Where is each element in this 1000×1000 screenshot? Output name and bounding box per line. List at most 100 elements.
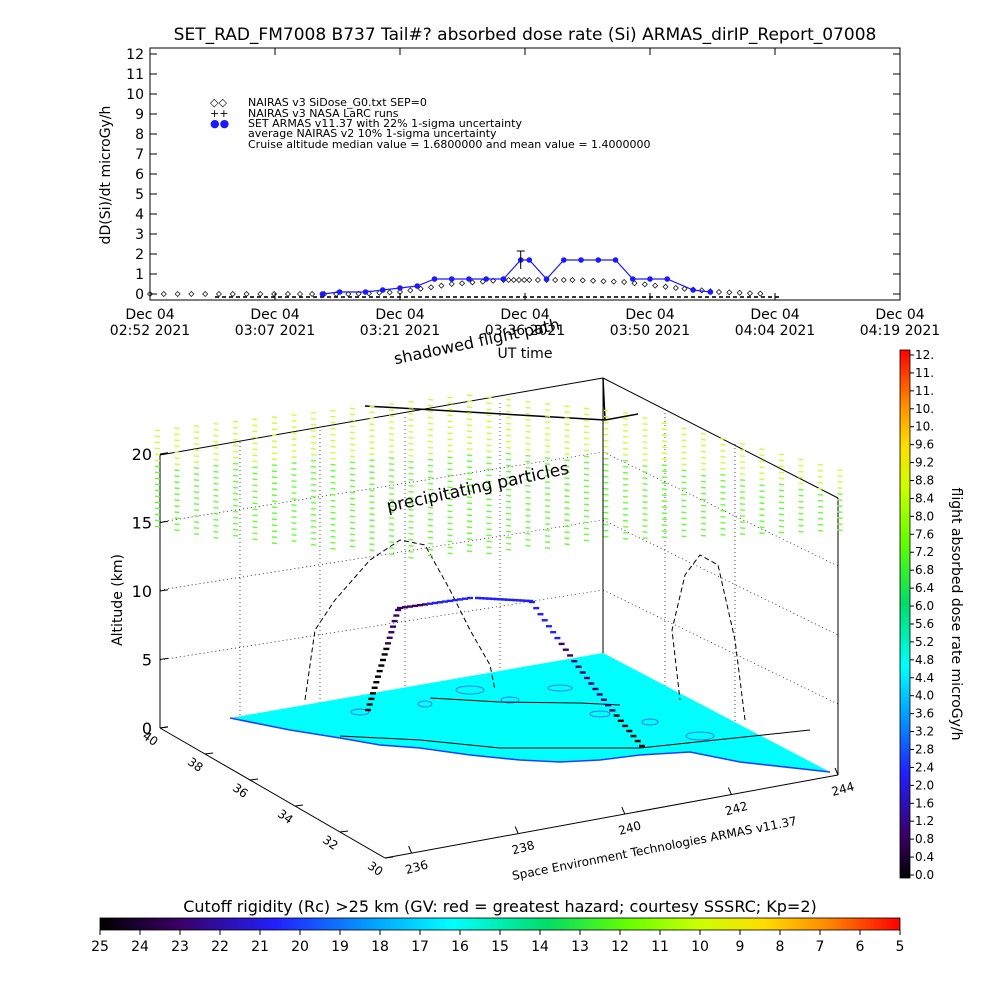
precip-mark <box>291 492 297 494</box>
precip-mark <box>739 443 746 445</box>
precip-mark <box>408 430 414 433</box>
precip-mark <box>544 547 551 549</box>
precip-mark <box>213 506 219 509</box>
precip-mark <box>447 516 453 519</box>
precip-mark <box>193 491 200 493</box>
precip-mark <box>759 508 765 511</box>
precip-mark <box>583 407 590 410</box>
precip-mark <box>330 439 336 442</box>
armas-point <box>526 257 533 263</box>
precip-mark <box>349 443 356 446</box>
rigidity-colorbar-tick-label: 18 <box>371 939 389 955</box>
precip-mark <box>330 529 336 532</box>
precip-mark <box>427 524 434 527</box>
longitude-tick-mark <box>621 806 626 815</box>
precip-mark <box>291 498 297 500</box>
precip-mark <box>486 402 492 405</box>
precip-mark <box>525 514 531 517</box>
precip-mark <box>622 525 629 528</box>
precip-mark <box>154 441 161 444</box>
precip-mark <box>369 453 375 456</box>
precip-mark <box>603 469 609 472</box>
y-tick-label: 4 <box>135 207 144 223</box>
precip-mark <box>369 483 375 486</box>
precip-mark <box>798 524 804 527</box>
precip-mark <box>817 469 824 472</box>
precip-mark <box>447 462 453 465</box>
y-tick-label: 12 <box>126 47 144 63</box>
precip-mark <box>544 439 551 441</box>
precip-mark <box>310 519 317 522</box>
precip-mark <box>544 505 551 507</box>
rigidity-colorbar-tick-label: 15 <box>491 939 509 955</box>
precip-mark <box>525 412 531 415</box>
precip-mark <box>174 433 180 436</box>
precip-mark <box>310 543 317 546</box>
precip-mark <box>291 432 297 434</box>
precip-mark <box>544 487 551 489</box>
precip-mark <box>291 510 297 512</box>
precip-mark <box>193 437 200 439</box>
precip-mark <box>408 442 414 445</box>
latitude-tick-label: 34 <box>275 807 296 827</box>
legend-text-cruise-stats: Cruise altitude median value = 1.6800000… <box>248 138 651 151</box>
latitude-tick-label: 38 <box>185 755 206 775</box>
precip-mark <box>213 458 219 461</box>
precip-mark <box>193 473 200 475</box>
precip-mark <box>310 495 317 498</box>
precip-mark <box>466 490 473 493</box>
precip-mark <box>349 521 356 524</box>
nairas-point <box>726 289 733 296</box>
nairas-point <box>534 277 541 283</box>
nairas-point <box>515 277 522 283</box>
precip-mark <box>837 511 843 513</box>
precip-mark <box>525 508 531 511</box>
rigidity-colorbar-tick-label: 20 <box>291 939 309 955</box>
nairas-point <box>448 281 455 287</box>
precip-mark <box>622 423 629 426</box>
precip-mark <box>427 518 434 521</box>
nairas-point <box>579 277 586 284</box>
precip-mark <box>271 518 278 521</box>
dose-colorbar-tick-label: 8.4 <box>915 491 934 505</box>
precip-mark <box>447 474 453 477</box>
precip-mark <box>505 536 512 539</box>
precip-mark <box>213 440 219 443</box>
time-legend: ◇◇ NAIRAS v3 SiDose_G0.txt SEP=0 ++ NAIR… <box>210 96 651 151</box>
precip-mark <box>544 415 551 417</box>
time-x-axis-label: UT time <box>498 346 553 362</box>
ground-track <box>339 697 811 749</box>
precip-mark <box>778 465 785 468</box>
precip-mark <box>603 529 609 532</box>
precip-mark <box>466 520 473 523</box>
precip-mark <box>213 428 219 431</box>
armas-point <box>414 283 421 289</box>
precip-mark <box>681 487 687 490</box>
precip-mark <box>232 504 239 507</box>
precip-mark <box>291 480 297 482</box>
rigidity-colorbar-tick-label: 13 <box>571 939 589 955</box>
precip-mark <box>193 503 200 505</box>
precip-mark <box>213 536 219 539</box>
precip-mark <box>642 531 648 533</box>
precip-mark <box>388 511 395 513</box>
precip-mark <box>642 417 648 419</box>
precip-mark <box>486 456 492 459</box>
precip-mark <box>271 440 278 443</box>
altitude-tick-label: 20 <box>132 445 152 464</box>
precip-mark <box>408 490 414 493</box>
precip-mark <box>817 487 824 490</box>
precip-mark <box>525 520 531 523</box>
precip-mark <box>369 471 375 474</box>
dose-colorbar-tick-label: 11. <box>915 384 934 398</box>
precip-mark <box>759 526 765 529</box>
dose-colorbar-tick-label: 11. <box>915 366 934 380</box>
precip-mark <box>564 417 570 420</box>
precip-mark <box>505 440 512 443</box>
precip-mark <box>603 445 609 448</box>
nairas-point <box>438 282 445 289</box>
time-series-marks <box>147 250 779 298</box>
precip-mark <box>174 493 180 496</box>
y-tick-label: 6 <box>135 167 144 183</box>
precip-mark <box>505 512 512 515</box>
